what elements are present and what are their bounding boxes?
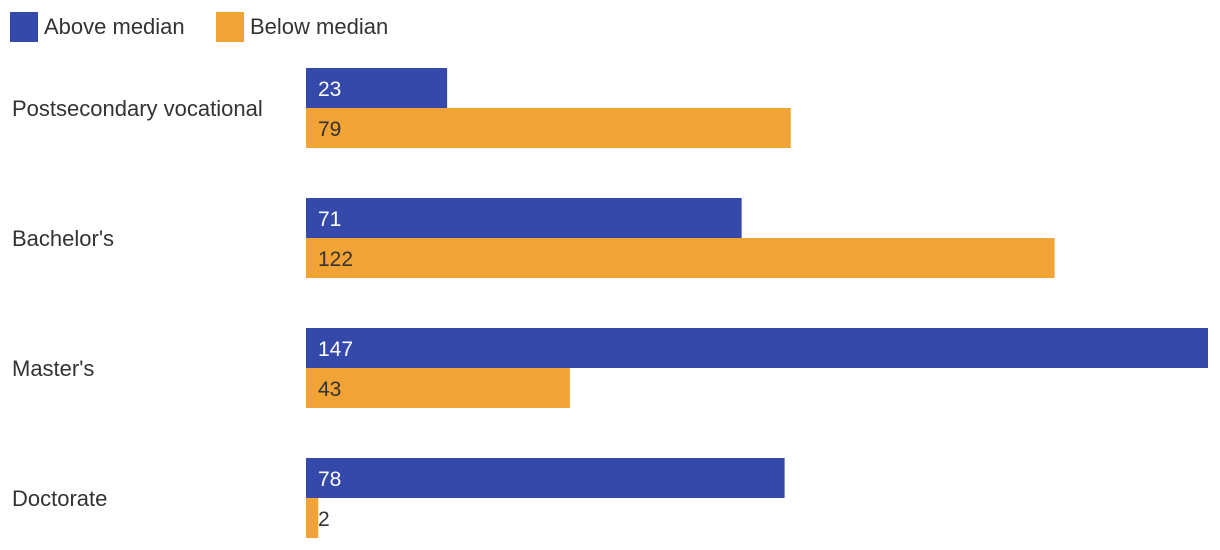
legend: Above median Below median [10, 12, 388, 42]
bar-above-median-bachelor-s [306, 198, 742, 238]
value-label-above-median-doctorate: 78 [318, 468, 341, 491]
category-label-postsecondary-vocational: Postsecondary vocational [12, 96, 263, 121]
bar-below-median-doctorate [306, 498, 319, 538]
value-labels: 23 79 71 122 147 43 78 2 [318, 78, 353, 531]
value-label-below-median-doctorate: 2 [318, 508, 330, 531]
bar-below-median-postsecondary-vocational [306, 108, 791, 148]
legend-swatch-below-median [216, 12, 244, 42]
bar-below-median-master-s [306, 368, 570, 408]
value-label-above-median-postsecondary-vocational: 23 [318, 78, 341, 101]
bar-below-median-bachelor-s [306, 238, 1055, 278]
value-label-below-median-postsecondary-vocational: 79 [318, 118, 341, 141]
category-label-doctorate: Doctorate [12, 486, 107, 511]
value-label-below-median-bachelor-s: 122 [318, 248, 353, 271]
value-label-below-median-master-s: 43 [318, 378, 341, 401]
bar-above-median-doctorate [306, 458, 785, 498]
bar-above-median-master-s [306, 328, 1208, 368]
bar-above-median-postsecondary-vocational [306, 68, 448, 108]
legend-label-below-median: Below median [250, 14, 388, 39]
category-label-master-s: Master's [12, 356, 94, 381]
value-label-above-median-master-s: 147 [318, 338, 353, 361]
category-labels: Postsecondary vocational Bachelor's Master… [12, 96, 263, 511]
bars [306, 68, 1208, 538]
value-label-above-median-bachelor-s: 71 [318, 208, 341, 231]
category-label-bachelor-s: Bachelor's [12, 226, 114, 251]
legend-swatch-above-median [10, 12, 38, 42]
legend-label-above-median: Above median [44, 14, 185, 39]
